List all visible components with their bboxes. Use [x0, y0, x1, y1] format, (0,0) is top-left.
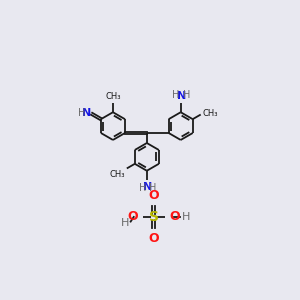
Text: O: O [169, 211, 180, 224]
Text: H: H [183, 90, 190, 100]
Text: O: O [148, 189, 159, 202]
Text: CH₃: CH₃ [105, 92, 121, 101]
Text: N: N [177, 92, 186, 101]
Text: H: H [78, 108, 85, 118]
Text: N: N [143, 182, 152, 191]
Text: N: N [82, 108, 91, 118]
Text: H: H [149, 183, 157, 193]
Text: H: H [139, 183, 146, 193]
Text: H: H [182, 212, 190, 222]
Text: H: H [121, 218, 129, 228]
Text: H: H [172, 90, 180, 100]
Text: CH₃: CH₃ [110, 170, 125, 179]
Text: S: S [149, 210, 159, 224]
Text: O: O [148, 232, 159, 245]
Text: CH₃: CH₃ [202, 109, 218, 118]
Text: O: O [128, 211, 138, 224]
